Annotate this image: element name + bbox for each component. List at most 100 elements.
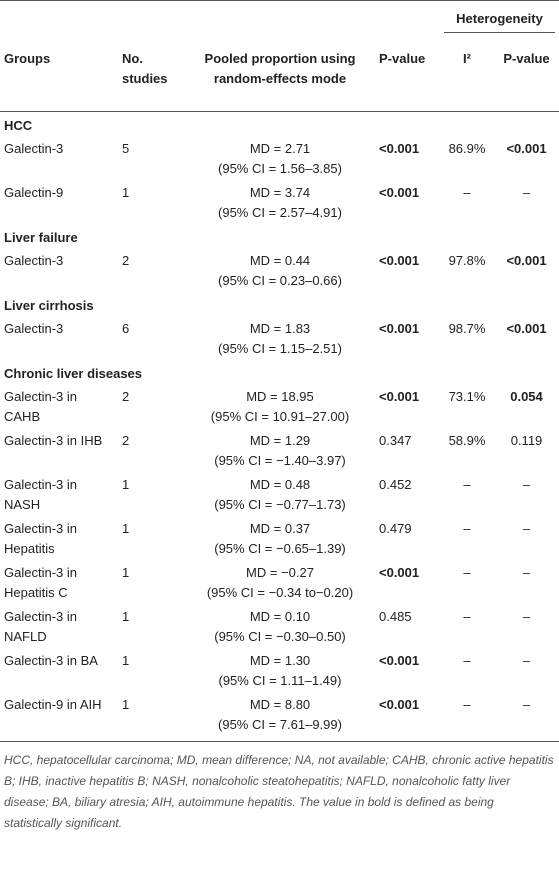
header-i2: I² xyxy=(440,41,494,112)
group-cell: Galectin-3 in BA xyxy=(4,653,98,668)
studies-cell: 1 xyxy=(122,653,130,668)
group-cell: Galectin-9 xyxy=(4,185,64,200)
results-table: Heterogeneity Groups No. studies Pooled … xyxy=(0,0,559,742)
studies-cell: 1 xyxy=(118,692,185,742)
p2-cell: – xyxy=(522,185,531,200)
p2-cell: 0.119 xyxy=(510,433,543,448)
i2-cell: 98.7% xyxy=(448,321,486,336)
group-cell: Galectin-3 xyxy=(4,321,64,336)
md-text: MD = −0.27 xyxy=(246,565,314,580)
header-p2: P-value xyxy=(494,41,559,112)
pooled-cell: MD = 0.10 (95% CI = −0.30–0.50) xyxy=(185,604,375,648)
i2-cell: 86.9% xyxy=(448,141,486,156)
pooled-cell: MD = 0.37 (95% CI = −0.65–1.39) xyxy=(185,516,375,560)
group-cell: Galectin-3 in IHB xyxy=(4,433,103,448)
group-cell: Galectin-3 in Hepatitis xyxy=(4,521,77,556)
p-cell: <0.001 xyxy=(379,565,420,580)
pooled-cell: MD = 0.44 (95% CI = 0.23–0.66) xyxy=(185,248,375,292)
i2-cell: – xyxy=(463,609,471,624)
data-row: Galectin-3 2 MD = 0.44 (95% CI = 0.23–0.66)… xyxy=(0,248,559,292)
p-cell: 0.452 xyxy=(379,477,412,492)
ci-text: (95% CI = 1.56–3.85) xyxy=(218,161,342,176)
studies-cell: 1 xyxy=(122,521,130,536)
i2-cell: – xyxy=(463,521,471,536)
section-row: HCC xyxy=(0,112,559,137)
group-cell: Galectin-9 in AIH xyxy=(0,692,118,742)
pooled-cell: MD = 1.29 (95% CI = −1.40–3.97) xyxy=(185,428,375,472)
header-groups: Groups xyxy=(0,41,118,112)
data-row: Galectin-3 in CAHB 2 MD = 18.95 (95% CI = 1… xyxy=(0,384,559,428)
group-cell: Galectin-3 in CAHB xyxy=(4,389,77,424)
md-text: MD = 3.74 xyxy=(249,185,311,200)
p2-cell: <0.001 xyxy=(506,253,547,268)
studies-cell: 2 xyxy=(122,253,130,268)
section-row: Chronic liver diseases xyxy=(0,360,559,384)
i2-cell: – xyxy=(463,477,471,492)
p-cell: <0.001 xyxy=(375,692,440,742)
studies-cell: 1 xyxy=(122,565,130,580)
p-cell: <0.001 xyxy=(379,653,420,668)
md-text: MD = 2.71 xyxy=(249,141,311,156)
md-text: MD = 0.48 xyxy=(249,477,311,492)
pooled-cell: MD = 18.95 (95% CI = 10.91–27.00) xyxy=(185,384,375,428)
section-row: Liver cirrhosis xyxy=(0,292,559,316)
pooled-cell: MD = 1.30 (95% CI = 1.11–1.49) xyxy=(185,648,375,692)
ci-text: (95% CI = −1.40–3.97) xyxy=(214,453,346,468)
p-cell: 0.347 xyxy=(379,433,412,448)
pooled-cell: MD = 3.74 (95% CI = 2.57–4.91) xyxy=(185,180,375,224)
ci-text: (95% CI = −0.77–1.73) xyxy=(214,497,346,512)
group-cell: Galectin-3 xyxy=(4,141,64,156)
header-pooled: Pooled proportion using random-effects m… xyxy=(185,41,375,112)
i2-cell: 97.8% xyxy=(448,253,486,268)
studies-cell: 2 xyxy=(122,389,130,404)
pooled-cell: MD = 8.80 (95% CI = 7.61–9.99) xyxy=(185,692,375,742)
data-row: Galectin-3 in IHB 2 MD = 1.29 (95% CI = −1.… xyxy=(0,428,559,472)
ci-text: (95% CI = 10.91–27.00) xyxy=(210,409,350,424)
ci-text: (95% CI = 7.61–9.99) xyxy=(218,717,342,732)
p2-cell: – xyxy=(494,692,559,742)
md-text: MD = 1.83 xyxy=(249,321,311,336)
p2-cell: <0.001 xyxy=(506,141,547,156)
ci-text: (95% CI = 1.11–1.49) xyxy=(218,673,342,688)
section-title: Chronic liver diseases xyxy=(4,366,143,381)
ci-text: (95% CI = −0.65–1.39) xyxy=(214,541,346,556)
p2-cell: – xyxy=(522,653,531,668)
group-cell: Galectin-3 in NAFLD xyxy=(4,609,77,644)
md-text: MD = 18.95 xyxy=(246,389,314,404)
header-studies: No. studies xyxy=(118,41,185,112)
data-row: Galectin-3 in Hepatitis 1 MD = 0.37 (95% CI… xyxy=(0,516,559,560)
p-cell: <0.001 xyxy=(379,389,420,404)
p2-cell: <0.001 xyxy=(506,321,547,336)
i2-cell: – xyxy=(463,565,471,580)
ci-text: (95% CI = 0.23–0.66) xyxy=(218,273,342,288)
md-text: MD = 1.30 xyxy=(249,653,311,668)
i2-cell: – xyxy=(463,653,471,668)
table-body: HCC Galectin-3 5 MD = 2.71 (95% CI = 1.56–3.… xyxy=(0,112,559,742)
p-cell: <0.001 xyxy=(379,321,420,336)
p2-cell: – xyxy=(522,609,531,624)
i2-cell: 73.1% xyxy=(448,389,486,404)
header-group: Heterogeneity xyxy=(440,0,559,41)
md-text: MD = 0.44 xyxy=(249,253,311,268)
header-p: P-value xyxy=(375,41,440,112)
p-cell: 0.479 xyxy=(379,521,412,536)
p-cell: 0.485 xyxy=(379,609,412,624)
studies-cell: 1 xyxy=(122,185,130,200)
data-row: Galectin-3 in Hepatitis C 1 MD = −0.27 (95%… xyxy=(0,560,559,604)
p-cell: <0.001 xyxy=(379,185,420,200)
ci-text: (95% CI = −0.34 to−0.20) xyxy=(206,585,354,600)
ci-text: (95% CI = 2.57–4.91) xyxy=(218,205,342,220)
md-text: MD = 8.80 xyxy=(249,697,311,712)
studies-cell: 6 xyxy=(122,321,130,336)
section-row: Liver failure xyxy=(0,224,559,248)
p2-cell: – xyxy=(522,477,531,492)
ci-text: (95% CI = 1.15–2.51) xyxy=(218,341,342,356)
data-row: Galectin-9 1 MD = 3.74 (95% CI = 2.57–4.91)… xyxy=(0,180,559,224)
pooled-cell: MD = 1.83 (95% CI = 1.15–2.51) xyxy=(185,316,375,360)
header-heterogeneity: Heterogeneity xyxy=(444,11,556,33)
studies-cell: 1 xyxy=(122,609,130,624)
p-cell: <0.001 xyxy=(379,141,420,156)
section-title: Liver cirrhosis xyxy=(4,298,94,313)
i2-cell: – xyxy=(463,185,471,200)
data-row: Galectin-3 in NAFLD 1 MD = 0.10 (95% CI = −… xyxy=(0,604,559,648)
